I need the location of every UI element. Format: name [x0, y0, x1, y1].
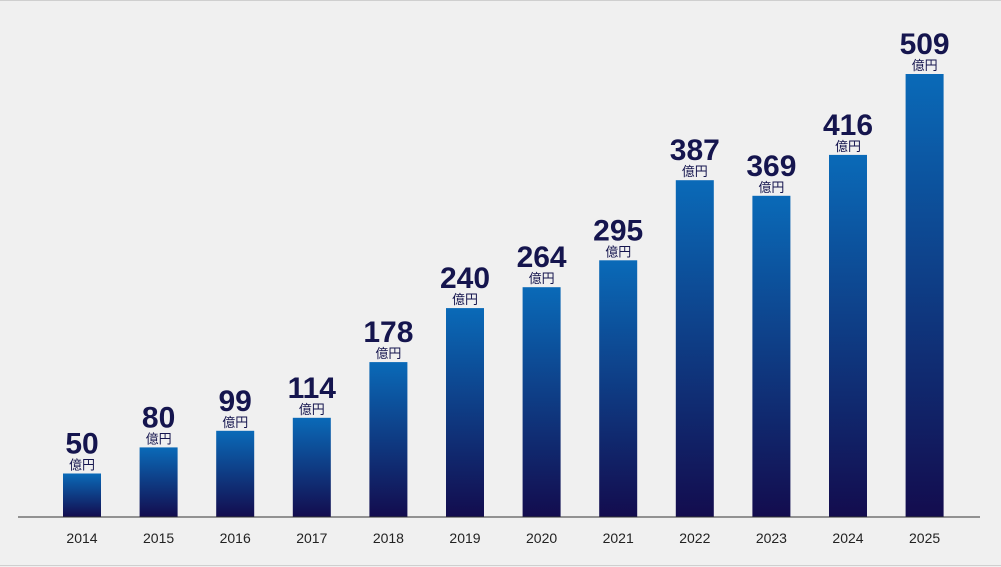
value-label-2017: 114	[288, 372, 337, 405]
unit-label-2024: 億円	[835, 139, 861, 155]
value-label-2018: 178	[363, 316, 413, 349]
bar-2021	[599, 260, 638, 517]
value-label-2022: 387	[670, 134, 720, 167]
unit-label-2017: 億円	[299, 402, 325, 418]
x-tick-label-2023: 2023	[756, 530, 787, 546]
bar-2019	[446, 308, 484, 517]
unit-label-2025: 億円	[912, 58, 938, 74]
unit-label-2016: 億円	[222, 415, 248, 431]
unit-label-2023: 億円	[758, 180, 784, 196]
unit-label-2021: 億円	[605, 244, 631, 260]
x-tick-label-2024: 2024	[832, 530, 863, 546]
bar-2014	[63, 473, 101, 517]
value-label-2024: 416	[823, 109, 873, 142]
unit-label-2018: 億円	[375, 346, 401, 362]
value-label-2015: 80	[142, 401, 175, 434]
bar-2017	[292, 417, 331, 517]
x-tick-label-2025: 2025	[909, 530, 940, 546]
x-tick-label-2020: 2020	[526, 530, 557, 546]
bar-2020	[522, 287, 561, 517]
value-label-2020: 264	[517, 241, 567, 274]
value-label-2021: 295	[593, 214, 643, 247]
unit-label-2020: 億円	[529, 271, 555, 287]
x-axis-ticks: 2014 2015 2016 2017 2018 2019 2020 2021 2022 2023…	[66, 530, 940, 546]
unit-label-2019: 億円	[452, 292, 478, 308]
bar-2025	[905, 74, 944, 517]
value-label-2019: 240	[440, 262, 490, 295]
x-tick-label-2015: 2015	[143, 530, 174, 546]
bar-2022	[675, 180, 714, 517]
x-tick-label-2017: 2017	[296, 530, 327, 546]
bar-2023	[752, 195, 791, 518]
unit-label-2022: 億円	[682, 164, 708, 180]
value-label-2016: 99	[219, 385, 252, 418]
x-tick-label-2016: 2016	[220, 530, 251, 546]
x-tick-label-2018: 2018	[373, 530, 404, 546]
unit-label-2014: 億円	[69, 458, 95, 474]
unit-label-2015: 億円	[146, 431, 172, 447]
bar-2015	[139, 447, 178, 517]
bar-2016	[216, 430, 255, 517]
bars-layer	[63, 74, 944, 518]
bar-2024	[829, 154, 867, 517]
value-label-2023: 369	[746, 150, 796, 183]
x-tick-label-2014: 2014	[66, 530, 97, 546]
bar-2018	[369, 362, 408, 517]
x-tick-label-2021: 2021	[603, 530, 634, 546]
x-tick-label-2019: 2019	[449, 530, 480, 546]
value-label-2025: 509	[900, 28, 950, 61]
x-tick-label-2022: 2022	[679, 530, 710, 546]
value-label-2014: 50	[65, 428, 98, 461]
